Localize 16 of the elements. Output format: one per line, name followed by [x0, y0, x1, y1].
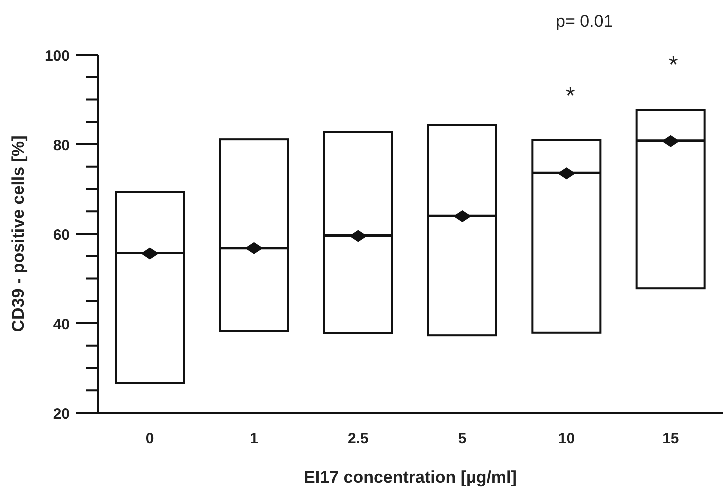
- y-axis-title: CD39 - positive cells [%]: [9, 136, 28, 332]
- x-tick-label: 1: [250, 430, 258, 448]
- y-tick-label: 80: [53, 138, 70, 154]
- x-tick-label: 5: [458, 430, 467, 448]
- y-tick-label: 20: [53, 406, 70, 423]
- text: p= 0.01: [556, 12, 614, 32]
- y-tick-label: 40: [53, 316, 70, 334]
- x-tick-label: 15: [662, 430, 680, 448]
- y-tick-label: 100: [44, 48, 70, 65]
- annotation: *: [566, 83, 576, 111]
- x-axis-title: EI17 concentration [µg/ml]: [304, 468, 517, 487]
- x-tick-label: 10: [558, 430, 576, 448]
- annotation: *: [669, 52, 678, 80]
- x-tick-label: 2.5: [348, 430, 369, 448]
- x-tick-label: 0: [146, 430, 154, 448]
- y-tick-label: 60: [53, 227, 70, 244]
